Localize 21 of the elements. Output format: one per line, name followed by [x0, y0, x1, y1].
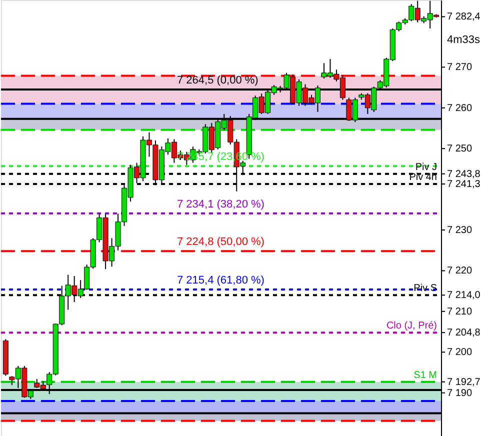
- y-tick-label: 7 204,8: [447, 328, 481, 339]
- y-tick-label: 7 190: [447, 388, 472, 399]
- text: 4m33s: [447, 34, 481, 46]
- y-tick-label: 7 243,8: [447, 168, 481, 180]
- y-tick-label: 7 241,3: [447, 179, 481, 190]
- y-tick-label: 7 192,7: [447, 376, 481, 388]
- y-tick-label: 7 210: [447, 306, 472, 318]
- annotation: 7 234,1 (38,20 %): [177, 198, 264, 210]
- y-tick-label: 7 214,0: [447, 290, 481, 302]
- y-tick-label: 7 250: [447, 144, 472, 155]
- y-tick-label: 7 200: [447, 347, 472, 358]
- ref-line-label: S1 M: [414, 370, 437, 381]
- y-tick-label: 7 270: [447, 62, 472, 74]
- annotation: 7 215,4 (61,80 %): [177, 274, 264, 286]
- y-tick-label: 7 260: [447, 102, 472, 114]
- annotation: 7 224,8 (50,00 %): [177, 236, 264, 248]
- y-tick-label: 7 230: [447, 225, 472, 236]
- ref-line-label: Clo (J, Pré): [386, 320, 437, 332]
- annotation: 7 264,5 (0,00 %): [177, 74, 258, 87]
- y-tick-label: 7 282,4: [447, 12, 481, 23]
- y-tick-label: 7 220: [447, 266, 472, 277]
